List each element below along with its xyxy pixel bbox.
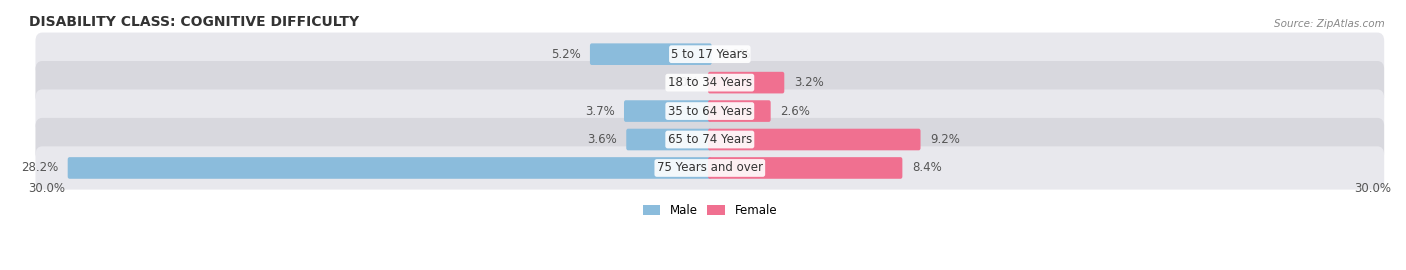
FancyBboxPatch shape xyxy=(709,72,785,93)
FancyBboxPatch shape xyxy=(709,100,770,122)
Text: 3.2%: 3.2% xyxy=(794,76,824,89)
Text: 65 to 74 Years: 65 to 74 Years xyxy=(668,133,752,146)
FancyBboxPatch shape xyxy=(35,118,1384,161)
Text: 30.0%: 30.0% xyxy=(28,182,66,195)
Text: DISABILITY CLASS: COGNITIVE DIFFICULTY: DISABILITY CLASS: COGNITIVE DIFFICULTY xyxy=(28,15,359,29)
FancyBboxPatch shape xyxy=(35,146,1384,190)
Text: 9.2%: 9.2% xyxy=(929,133,960,146)
Text: 8.4%: 8.4% xyxy=(912,161,942,174)
FancyBboxPatch shape xyxy=(591,43,711,65)
Text: Source: ZipAtlas.com: Source: ZipAtlas.com xyxy=(1274,19,1385,29)
FancyBboxPatch shape xyxy=(35,33,1384,76)
Legend: Male, Female: Male, Female xyxy=(638,200,782,222)
FancyBboxPatch shape xyxy=(35,89,1384,133)
Text: 3.6%: 3.6% xyxy=(586,133,617,146)
FancyBboxPatch shape xyxy=(624,100,711,122)
FancyBboxPatch shape xyxy=(35,61,1384,104)
Text: 5 to 17 Years: 5 to 17 Years xyxy=(672,48,748,61)
Text: 30.0%: 30.0% xyxy=(1354,182,1391,195)
Text: 18 to 34 Years: 18 to 34 Years xyxy=(668,76,752,89)
FancyBboxPatch shape xyxy=(709,129,921,150)
Text: 2.6%: 2.6% xyxy=(780,104,810,117)
Text: 35 to 64 Years: 35 to 64 Years xyxy=(668,104,752,117)
Text: 3.7%: 3.7% xyxy=(585,104,614,117)
Text: 0.0%: 0.0% xyxy=(721,48,751,61)
Text: 75 Years and over: 75 Years and over xyxy=(657,161,763,174)
FancyBboxPatch shape xyxy=(67,157,711,179)
Text: 5.2%: 5.2% xyxy=(551,48,581,61)
Text: 0.0%: 0.0% xyxy=(669,76,699,89)
FancyBboxPatch shape xyxy=(626,129,711,150)
Text: 28.2%: 28.2% xyxy=(21,161,58,174)
FancyBboxPatch shape xyxy=(709,157,903,179)
